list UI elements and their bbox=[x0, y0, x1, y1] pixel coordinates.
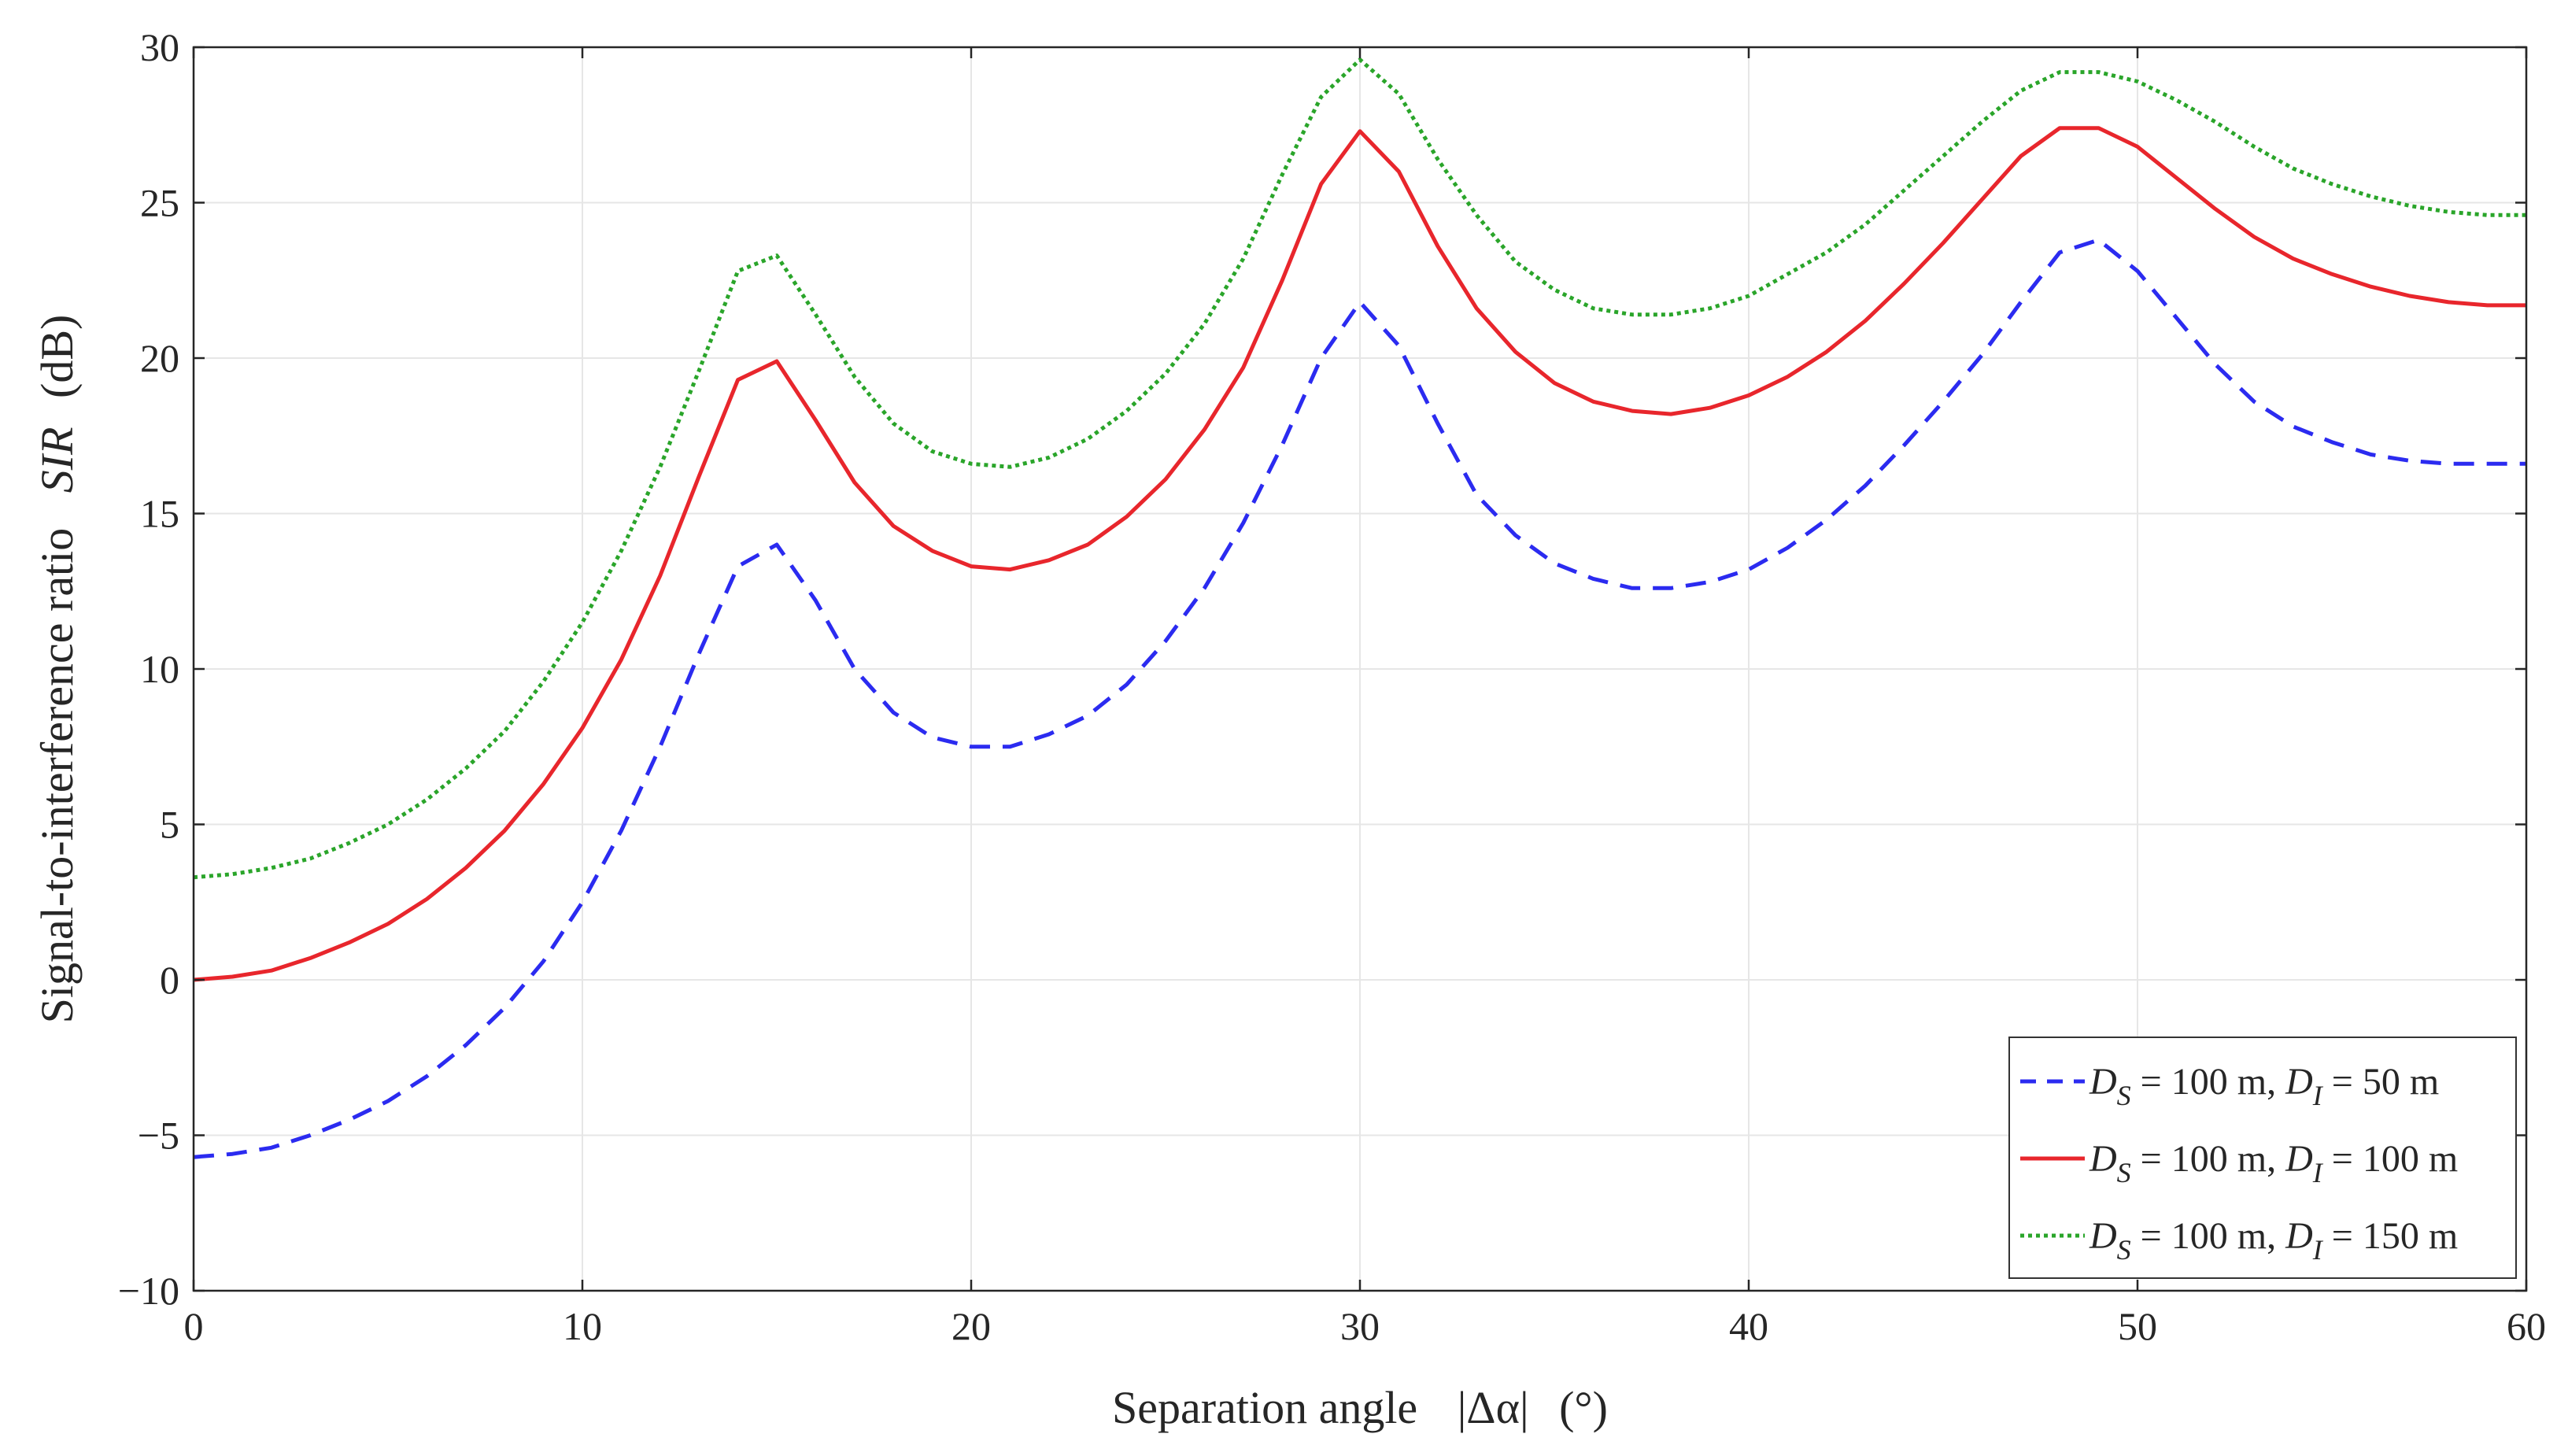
x-axis-unit: (°) bbox=[1559, 1382, 1608, 1433]
y-axis-label: Signal-to-interference ratio bbox=[31, 528, 83, 1024]
x-tick-label: 20 bbox=[951, 1304, 991, 1348]
legend-label-1: DS = 100 m, DI = 50 m bbox=[2089, 1061, 2439, 1111]
y-tick-label: −5 bbox=[138, 1114, 179, 1158]
y-tick-label: 0 bbox=[160, 958, 179, 1002]
x-tick-label: 50 bbox=[2118, 1304, 2157, 1348]
x-axis-label: Separation angle bbox=[1112, 1382, 1417, 1433]
x-axis-ticks: 0 10 20 30 40 50 60 bbox=[184, 47, 2546, 1348]
y-axis-title: Signal-to-interference ratio SIR (dB) bbox=[31, 315, 83, 1024]
y-axis-unit: (dB) bbox=[31, 315, 83, 398]
x-tick-label: 30 bbox=[1340, 1304, 1380, 1348]
y-tick-label: −10 bbox=[118, 1269, 179, 1313]
x-tick-label: 60 bbox=[2507, 1304, 2546, 1348]
legend-label-3: DS = 100 m, DI = 150 m bbox=[2089, 1215, 2458, 1266]
series-line-3 bbox=[193, 57, 2526, 880]
y-tick-label: 25 bbox=[140, 181, 179, 225]
legend-box bbox=[2008, 1037, 2517, 1279]
legend-label-2: DS = 100 m, DI = 100 m bbox=[2089, 1138, 2458, 1188]
data-series bbox=[193, 57, 2526, 1159]
series-line-1 bbox=[193, 238, 2526, 1159]
y-axis-symbol: SIR bbox=[31, 427, 83, 493]
y-tick-label: 30 bbox=[140, 25, 179, 69]
legend: DS = 100 m, DI = 50 m DS = 100 m, DI = 10… bbox=[2008, 1037, 2517, 1279]
x-axis-symbol: |Δα| bbox=[1458, 1382, 1529, 1433]
x-tick-label: 0 bbox=[184, 1304, 204, 1348]
y-axis-ticks: −10 −5 0 5 10 15 20 25 30 bbox=[118, 25, 2526, 1313]
series-line-2 bbox=[193, 126, 2526, 982]
x-axis-title: Separation angle |Δα| (°) bbox=[1112, 1382, 1608, 1433]
x-tick-label: 40 bbox=[1729, 1304, 1768, 1348]
y-tick-label: 15 bbox=[140, 492, 179, 536]
x-tick-label: 10 bbox=[563, 1304, 602, 1348]
y-tick-label: 20 bbox=[140, 336, 179, 380]
y-tick-label: 10 bbox=[140, 647, 179, 691]
y-tick-label: 5 bbox=[160, 803, 179, 847]
